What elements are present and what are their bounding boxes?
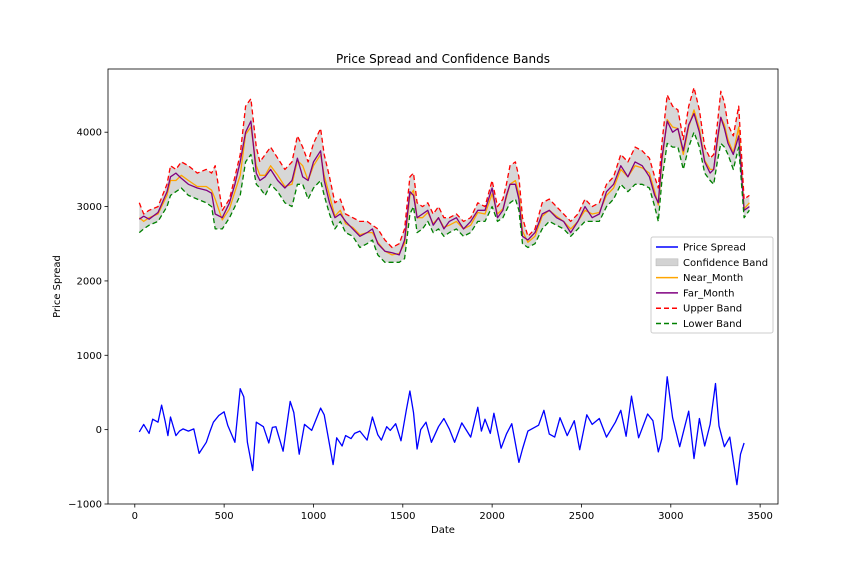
y-tick-label: −1000 bbox=[68, 500, 102, 511]
y-tick-label: 4000 bbox=[77, 128, 102, 139]
y-tick-label: 3000 bbox=[77, 202, 102, 213]
y-axis-title: Price Spread bbox=[52, 255, 63, 318]
y-tick-label: 0 bbox=[96, 425, 102, 436]
legend-label: Price Spread bbox=[683, 243, 746, 254]
legend-box bbox=[650, 236, 774, 334]
y-tick-label: 2000 bbox=[77, 276, 102, 287]
series-confidence-band bbox=[139, 87, 750, 263]
x-axis-title: Date bbox=[431, 525, 455, 536]
legend-item: Price Spread bbox=[656, 243, 746, 254]
x-tick-label: 3000 bbox=[658, 511, 683, 522]
legend-swatch bbox=[655, 258, 679, 267]
x-tick-label: 2500 bbox=[569, 511, 594, 522]
x-tick-label: 0 bbox=[132, 511, 138, 522]
legend-label: Confidence Band bbox=[683, 258, 768, 269]
legend: Price Spread Confidence Band Near_Month Far… bbox=[650, 236, 774, 334]
legend-item: Near_Month bbox=[656, 273, 743, 284]
plot-area bbox=[138, 86, 750, 486]
series-far-month bbox=[138, 112, 750, 256]
legend-label: Lower Band bbox=[683, 319, 742, 330]
y-axis: −1000 0 1000 2000 3000 4000 bbox=[68, 128, 108, 511]
series-upper-band bbox=[138, 86, 750, 249]
x-tick-label: 3500 bbox=[747, 511, 772, 522]
x-tick-label: 500 bbox=[215, 511, 234, 522]
legend-item: Far_Month bbox=[656, 288, 734, 299]
legend-label: Near_Month bbox=[683, 273, 743, 284]
x-tick-label: 1000 bbox=[301, 511, 326, 522]
series-lower-band bbox=[138, 131, 750, 263]
axes-frame bbox=[107, 68, 779, 505]
x-axis: 0 500 1000 1500 2000 2500 3000 3500 bbox=[132, 504, 773, 522]
series-price-spread bbox=[138, 376, 745, 486]
chart-title: Price Spread and Confidence Bands bbox=[336, 52, 550, 66]
x-tick-label: 1500 bbox=[390, 511, 415, 522]
x-tick-label: 2000 bbox=[479, 511, 504, 522]
legend-item: Confidence Band bbox=[655, 258, 768, 269]
legend-item: Lower Band bbox=[656, 319, 742, 330]
legend-label: Upper Band bbox=[683, 304, 742, 315]
legend-item: Upper Band bbox=[656, 304, 742, 315]
legend-label: Far_Month bbox=[683, 288, 734, 299]
y-tick-label: 1000 bbox=[77, 351, 102, 362]
